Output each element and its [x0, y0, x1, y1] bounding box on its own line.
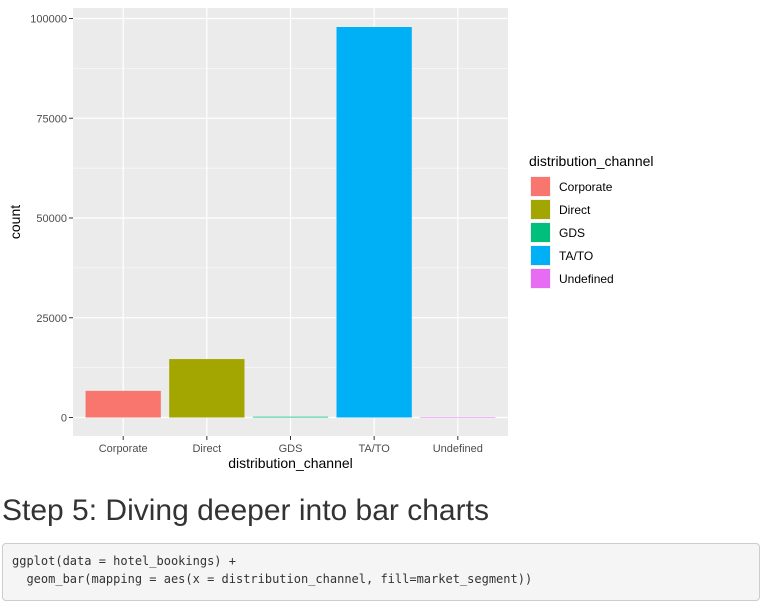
- y-tick-label: 75000: [36, 113, 67, 125]
- legend-label: Corporate: [559, 180, 613, 194]
- legend-swatch: [531, 200, 550, 219]
- legend-swatch: [531, 223, 550, 242]
- y-tick-label: 50000: [36, 213, 67, 225]
- bar-ta-to: [336, 26, 412, 418]
- legend: distribution_channel Corporate Direct GDS T…: [529, 153, 654, 289]
- x-tick-label: TA/TO: [358, 443, 390, 455]
- bar-undefined: [420, 417, 496, 418]
- y-axis-title: count: [7, 205, 23, 239]
- legend-swatch: [531, 177, 550, 196]
- y-tick-label: 0: [61, 413, 67, 425]
- y-tick-label: 100000: [30, 14, 67, 26]
- bar-direct: [169, 359, 245, 418]
- x-tick-label: Corporate: [99, 443, 148, 455]
- bar-corporate: [85, 390, 161, 418]
- legend-swatch: [531, 269, 550, 288]
- x-axis: Corporate Direct GDS TA/TO Undefined: [99, 436, 483, 455]
- legend-label: TA/TO: [559, 249, 593, 263]
- legend-label: Undefined: [559, 272, 614, 286]
- y-axis: 0 25000 50000 75000 100000: [30, 14, 73, 425]
- bar-gds: [252, 416, 329, 418]
- x-tick-label: GDS: [279, 443, 303, 455]
- code-block: ggplot(data = hotel_bookings) + geom_bar…: [2, 543, 760, 601]
- x-tick-label: Direct: [192, 443, 221, 455]
- legend-title: distribution_channel: [529, 153, 654, 169]
- bar-chart: 0 25000 50000 75000 100000 Corporate Direct GD…: [7, 8, 654, 471]
- x-tick-label: Undefined: [433, 443, 483, 455]
- legend-label: GDS: [559, 226, 585, 240]
- section-heading: Step 5: Diving deeper into bar charts: [2, 494, 489, 527]
- y-tick-label: 25000: [36, 313, 67, 325]
- legend-label: Direct: [559, 203, 591, 217]
- code-line: ggplot(data = hotel_bookings) +: [12, 554, 236, 568]
- bars: [85, 26, 496, 418]
- x-axis-title: distribution_channel: [228, 455, 353, 471]
- legend-swatch: [531, 246, 550, 265]
- code-line: geom_bar(mapping = aes(x = distribution_…: [12, 572, 533, 586]
